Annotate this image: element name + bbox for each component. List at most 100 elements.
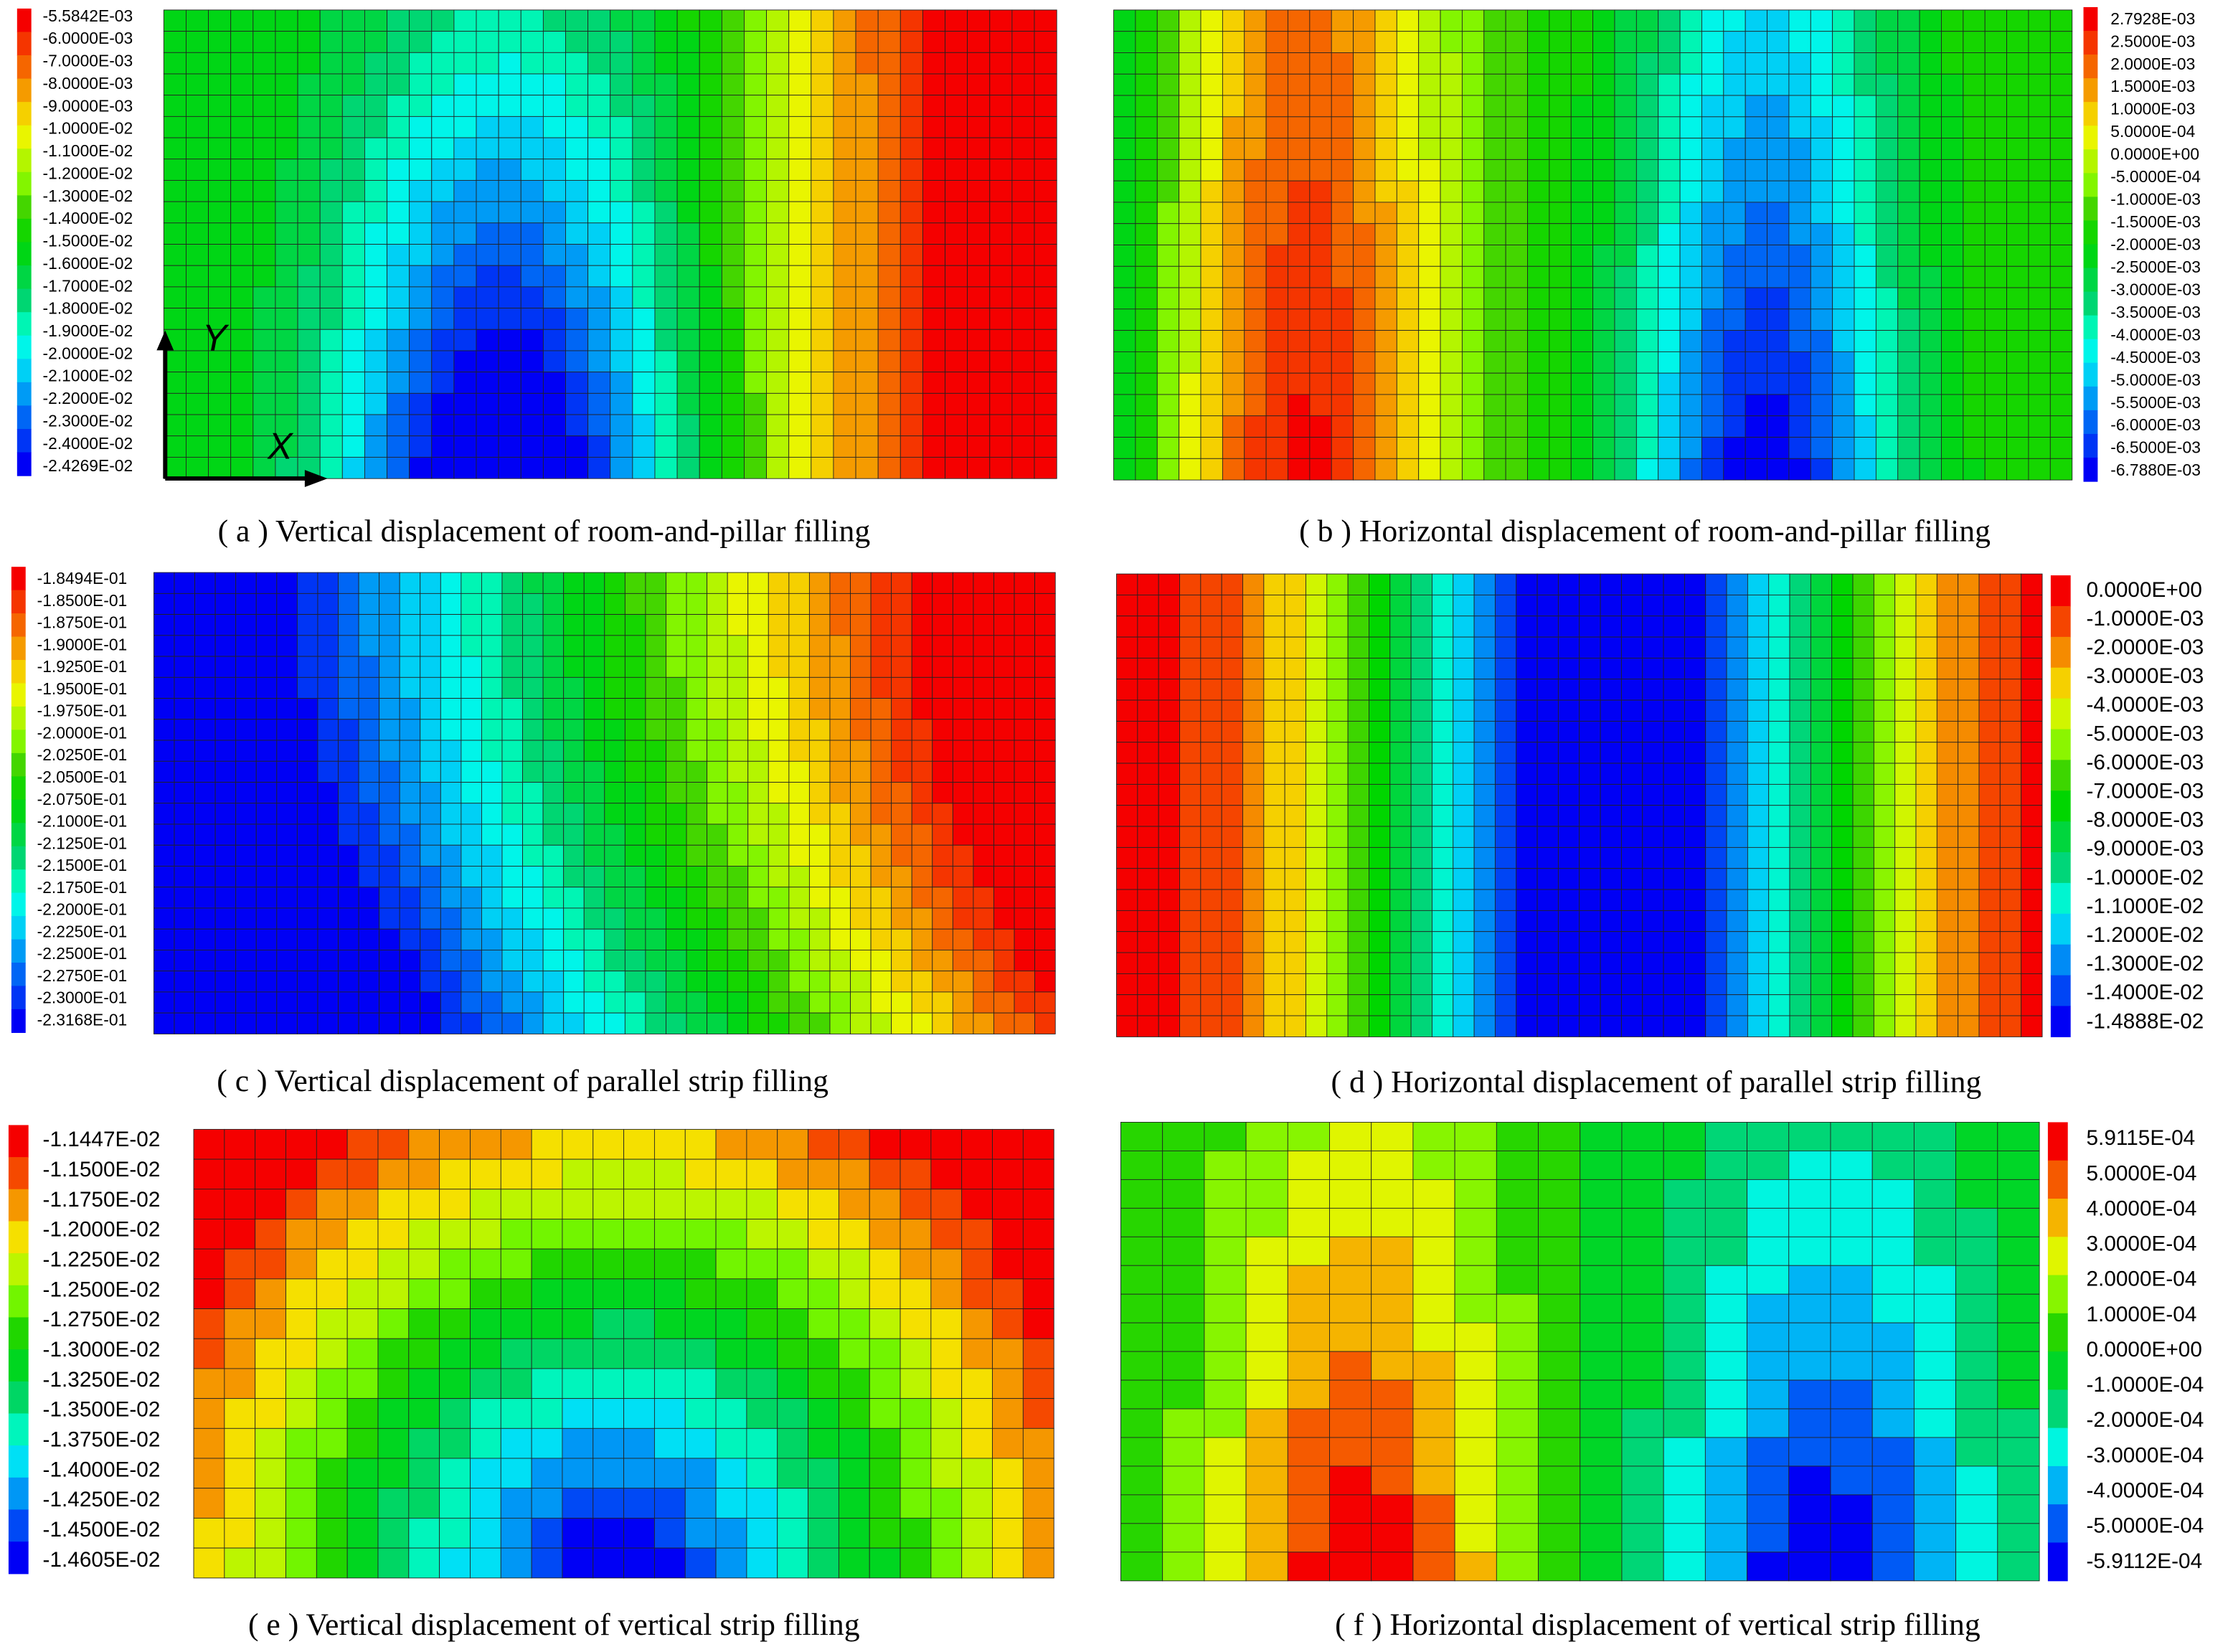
contour-cell <box>1014 949 1036 972</box>
contour-cell <box>645 991 667 1014</box>
contour-cell <box>1579 763 1601 785</box>
contour-cell <box>522 635 544 657</box>
contour-cell <box>654 456 678 479</box>
contour-cell <box>1963 330 1986 352</box>
legend-label: -6.0000E-03 <box>43 29 133 47</box>
contour-cell <box>1580 1351 1623 1381</box>
contour-cell <box>743 159 768 181</box>
contour-cell <box>1600 615 1622 638</box>
legend-label: 1.5000E-03 <box>2110 77 2195 95</box>
contour-cell <box>1505 308 1529 331</box>
legend-label: -2.3168E-01 <box>37 1011 128 1029</box>
contour-cell <box>1454 1351 1497 1381</box>
contour-cell <box>1263 973 1285 996</box>
colorbar-band <box>2083 291 2098 316</box>
contour-cell <box>235 782 257 804</box>
contour-cell <box>1287 1207 1331 1237</box>
contour-cell <box>788 928 810 950</box>
contour-cell <box>870 928 892 950</box>
contour-cell <box>1723 138 1746 160</box>
contour-cell <box>346 1427 379 1459</box>
contour-cell <box>1396 180 1420 203</box>
contour-cell <box>1747 1207 1790 1237</box>
contour-cell <box>855 350 879 373</box>
contour-cell <box>379 760 400 783</box>
contour-cell <box>645 740 667 762</box>
contour-cell <box>1137 889 1159 911</box>
contour-cell <box>900 52 923 75</box>
contour-cell <box>743 73 768 96</box>
contour-cell <box>1374 138 1397 160</box>
contour-cell <box>1200 1015 1222 1037</box>
contour-cell <box>654 159 678 181</box>
contour-cell <box>316 1128 348 1160</box>
colorbar-band <box>16 265 32 290</box>
contour-cell <box>1788 1293 1831 1323</box>
contour-cell <box>1389 742 1412 764</box>
contour-cell <box>1915 783 1937 806</box>
contour-cell <box>1494 973 1517 996</box>
contour-cell <box>1745 372 1768 395</box>
contour-cell <box>684 1128 717 1160</box>
contour-cell <box>1331 180 1354 203</box>
contour-cell <box>1022 1547 1054 1579</box>
contour-cell <box>364 308 388 330</box>
colorbar-band <box>16 288 32 313</box>
contour-cell <box>276 572 298 594</box>
contour-cell <box>341 9 365 32</box>
contour-cell <box>1705 805 1727 827</box>
contour-cell <box>632 95 656 117</box>
contour-cell <box>624 907 646 930</box>
contour-cell <box>1919 308 1942 331</box>
contour-cell <box>346 1517 379 1549</box>
contour-cell <box>850 991 872 1014</box>
contour-cell <box>686 614 708 636</box>
contour-cell <box>1747 826 1770 848</box>
contour-cell <box>604 614 625 636</box>
contour-cell <box>1570 308 1594 331</box>
contour-cell <box>1473 952 1496 974</box>
contour-cell <box>1538 1122 1581 1151</box>
contour-cell <box>1875 202 1899 225</box>
contour-cell <box>469 1128 501 1160</box>
contour-cell <box>1767 95 1790 118</box>
contour-cell <box>1745 245 1768 267</box>
contour-cell <box>1963 394 1986 417</box>
contour-cell <box>1371 1523 1414 1553</box>
contour-cell <box>358 719 380 741</box>
contour-cell <box>338 971 359 993</box>
contour-cell <box>632 372 656 394</box>
contour-cell <box>645 760 667 783</box>
contour-cell <box>686 593 708 615</box>
contour-cell <box>1326 783 1349 806</box>
contour-cell <box>808 1278 839 1310</box>
contour-cell <box>1999 657 2022 680</box>
contour-cell <box>1768 1015 1790 1037</box>
contour-cell <box>1179 372 1202 395</box>
contour-cell <box>1014 991 1036 1014</box>
contour-cell <box>1412 1351 1455 1381</box>
contour-cell <box>520 244 544 266</box>
contour-cell <box>869 1189 901 1219</box>
contour-cell <box>461 698 482 720</box>
contour-cell <box>632 414 656 437</box>
contour-cell <box>520 52 544 75</box>
contour-cell <box>1347 699 1369 722</box>
contour-cell <box>1162 1207 1205 1237</box>
contour-cell <box>666 698 687 720</box>
contour-cell <box>1011 201 1035 224</box>
contour-cell <box>1894 636 1917 659</box>
contour-cell <box>1658 351 1681 374</box>
contour-cell <box>1116 805 1138 827</box>
contour-cell <box>1919 95 1942 118</box>
legend-label: 2.7928E-03 <box>2110 9 2195 28</box>
contour-cell <box>1830 1379 1873 1410</box>
contour-cell <box>1309 31 1332 54</box>
contour-cell <box>645 572 667 594</box>
contour-cell <box>235 803 257 825</box>
contour-cell <box>604 803 625 825</box>
contour-cell <box>1963 73 1986 96</box>
legend-label: -3.0000E-04 <box>2087 1443 2204 1467</box>
contour-cell <box>1011 392 1035 415</box>
contour-cell <box>1810 889 1833 911</box>
